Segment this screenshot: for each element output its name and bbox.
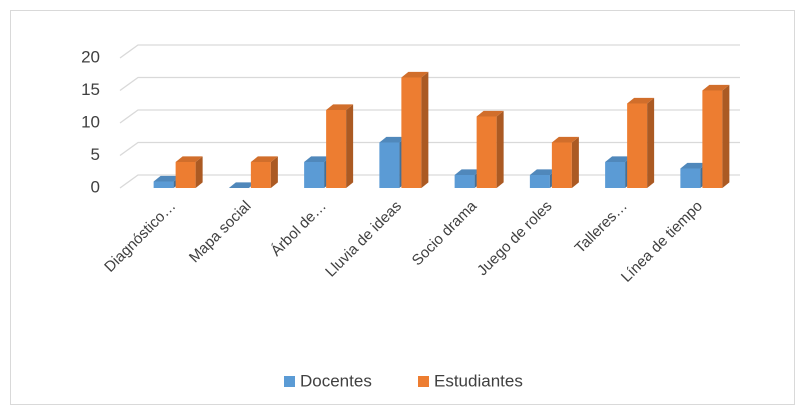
bar-top — [627, 97, 655, 104]
bar-top — [529, 169, 557, 175]
bar-top — [476, 110, 504, 117]
bar-front — [605, 162, 626, 188]
bar-top — [153, 175, 181, 182]
y-tick-label: 10 — [81, 112, 100, 131]
legend-swatch — [418, 376, 429, 387]
bar-side — [496, 110, 504, 188]
bar-side — [571, 136, 579, 188]
bar-top — [605, 156, 633, 162]
bar-front — [476, 116, 497, 188]
bar-front — [401, 77, 422, 188]
legend-label: Docentes — [300, 371, 372, 390]
bar-top — [401, 71, 429, 78]
bar-front — [680, 168, 701, 188]
grid-line — [119, 76, 740, 92]
y-tick-label: 20 — [81, 47, 100, 66]
bar-top — [680, 162, 708, 169]
legend-label: Estudiantes — [434, 371, 523, 390]
bar — [627, 97, 655, 188]
bar-side — [647, 97, 655, 188]
bar — [702, 84, 730, 188]
bar-top — [454, 169, 482, 175]
bar-front — [702, 90, 723, 188]
bar-side — [270, 156, 278, 188]
bar — [401, 71, 429, 188]
bar-side — [195, 156, 203, 188]
bar-front — [627, 103, 648, 188]
bar-front — [304, 162, 325, 188]
bar — [250, 156, 278, 188]
bar-side — [722, 84, 730, 188]
bar-front — [250, 162, 271, 188]
bar-side — [421, 71, 429, 188]
bar-front — [175, 162, 196, 188]
bar-front — [153, 181, 174, 188]
bar-front — [379, 142, 400, 188]
bar-top — [250, 156, 278, 162]
bar-top — [379, 136, 407, 143]
bar-front — [551, 142, 572, 188]
bar — [476, 110, 504, 188]
bar-top — [175, 156, 203, 162]
grid-line — [119, 109, 740, 124]
y-tick-label: 0 — [91, 177, 100, 196]
grid-line — [119, 44, 740, 59]
bar-front — [326, 110, 347, 188]
bar-front — [529, 175, 550, 188]
y-tick-label: 15 — [81, 80, 100, 99]
bar-top — [702, 84, 730, 91]
bar — [551, 136, 579, 188]
bar — [175, 156, 203, 188]
y-tick-label: 5 — [91, 145, 100, 164]
bar-top — [551, 136, 579, 143]
chart-frame — [10, 10, 795, 405]
bar-top — [326, 104, 354, 110]
bar-front — [454, 175, 475, 188]
bar — [326, 104, 354, 188]
bar-top — [304, 156, 332, 162]
legend-swatch — [284, 376, 295, 387]
grid-line — [119, 141, 740, 157]
bar-side — [346, 104, 354, 188]
bar-top — [228, 182, 256, 188]
bar — [228, 182, 256, 188]
